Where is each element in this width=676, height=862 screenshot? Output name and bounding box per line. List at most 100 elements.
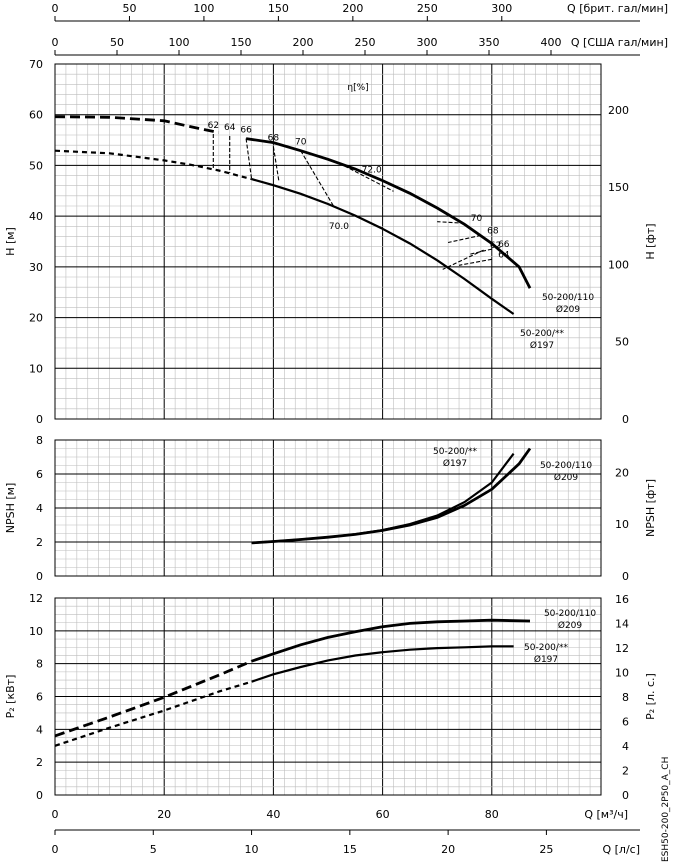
power-ytick-right: 4: [622, 740, 629, 753]
power-ytick-right: 2: [622, 765, 629, 778]
npsh-ytick-right: 0: [622, 570, 629, 583]
head-ytick-left: 10: [29, 362, 43, 375]
power-ytick-right: 14: [615, 618, 629, 631]
panel-frames: [54, 20, 640, 831]
top-axis-1-tick: 150: [230, 36, 251, 49]
power-curve-dashed-0: [54, 659, 253, 738]
top-axis-0-tick: 300: [491, 2, 512, 15]
head-ytick-left: 20: [29, 312, 43, 325]
bottom-axis-ls-label: Q [л/с]: [602, 843, 640, 856]
power-ylabel-left: P₂ [кВт]: [4, 675, 17, 719]
top-axis-0-tick: 250: [417, 2, 438, 15]
top-axis-0-tick: 150: [268, 2, 289, 15]
chart-code: ESH50-200_2P50_A_CH: [661, 757, 671, 862]
bottom-axis-m3h-tick: 0: [52, 808, 59, 821]
head-ytick-left: 30: [29, 261, 43, 274]
power-series-label-1: Ø197: [534, 654, 558, 665]
head-series-label-0: Ø209: [556, 304, 581, 315]
npsh-ytick-left: 8: [36, 434, 43, 447]
bottom-axis-ls-tick: 15: [343, 843, 357, 856]
power-ytick-right: 12: [615, 642, 629, 655]
npsh-curve-1: [251, 452, 515, 544]
head-series-label-0: 50-200/110: [542, 293, 594, 303]
efficiency-label-64: 64: [224, 123, 236, 133]
npsh-ytick-left: 0: [36, 570, 43, 583]
efficiency-label: η[%]: [347, 83, 368, 93]
bottom-axis-ls-tick: 5: [150, 843, 157, 856]
power-series-label-0: 50-200/110: [544, 609, 596, 619]
head-frame: [54, 63, 602, 420]
efficiency-label-right-62: 62: [490, 241, 501, 251]
head-ytick-left: 50: [29, 159, 43, 172]
head-ylabel-right: H [фт]: [644, 223, 657, 259]
power-ytick-right: 10: [615, 667, 629, 680]
top-axis-1-tick: 300: [416, 36, 437, 49]
head-ytick-left: 0: [36, 413, 43, 426]
efficiency-label-right-64: 64: [498, 250, 510, 260]
efficiency-label-70-left: 70.0: [329, 222, 349, 232]
head-ytick-right: 100: [608, 258, 629, 271]
efficiency-label-70: 70: [295, 138, 307, 148]
head-ytick-left: 60: [29, 109, 43, 122]
head-series-label-1: Ø197: [530, 340, 554, 351]
head-ytick-left: 40: [29, 210, 43, 223]
head-ytick-right: 150: [608, 181, 629, 194]
efficiency-contour-right: [442, 249, 484, 270]
top-axis-0-tick: 0: [52, 2, 59, 15]
efficiency-contour-right: [437, 221, 465, 224]
head-curve-1: [251, 178, 515, 315]
head-ytick-left: 70: [29, 58, 43, 71]
head-ytick-right: 0: [622, 413, 629, 426]
efficiency-contour-right: [447, 234, 482, 244]
efficiency-label-68: 68: [268, 134, 280, 144]
head-curve-dashed-0: [54, 115, 220, 134]
bottom-axis-ls-tick: 25: [539, 843, 553, 856]
grid-layer: [54, 63, 602, 796]
power-ytick-left: 4: [36, 723, 43, 736]
tick-labels: 0102030405060700501001502000246801020024…: [29, 2, 629, 856]
power-ytick-left: 2: [36, 756, 43, 769]
top-axis-0-tick: 200: [342, 2, 363, 15]
npsh-series-label-0: Ø209: [554, 472, 579, 483]
bottom-axis-m3h-tick: 60: [376, 808, 390, 821]
power-ytick-right: 0: [622, 789, 629, 802]
head-curve-dashed-1: [54, 149, 252, 181]
npsh-ytick-right: 10: [615, 518, 629, 531]
power-frame: [54, 597, 602, 796]
power-ytick-right: 16: [615, 593, 629, 606]
top-axis-1-tick: 50: [110, 36, 124, 49]
bottom-axis-ls-tick: 10: [245, 843, 259, 856]
head-ylabel-left: H [м]: [4, 227, 17, 256]
power-ylabel-right: P₂ [л. с.]: [644, 673, 657, 720]
efficiency-contour-right: [458, 258, 492, 266]
head-ytick-right: 50: [615, 336, 629, 349]
power-ytick-left: 0: [36, 789, 43, 802]
efficiency-contour-right: [469, 248, 492, 255]
npsh-ylabel-left: NPSH [м]: [4, 483, 17, 534]
top-axis-1-tick: 250: [354, 36, 375, 49]
efficiency-label-right-68: 68: [487, 226, 499, 236]
npsh-ytick-left: 6: [36, 468, 43, 481]
bottom-axis-ls-tick: 20: [441, 843, 455, 856]
power-curve-1: [251, 645, 514, 683]
npsh-frame: [54, 439, 602, 577]
power-curve-dashed-1: [54, 680, 252, 747]
power-ytick-left: 6: [36, 691, 43, 704]
bottom-axis-ls-tick: 0: [52, 843, 59, 856]
top-axis-0-tick: 50: [122, 2, 136, 15]
top-axis-1-tick: 200: [292, 36, 313, 49]
efficiency-label-72: 72.0: [362, 166, 382, 176]
head-series-label-1: 50-200/**: [520, 329, 564, 339]
npsh-series-label-0: 50-200/110: [540, 461, 592, 471]
npsh-ytick-right: 20: [615, 466, 629, 479]
efficiency-label-62: 62: [208, 121, 219, 131]
efficiency-contour-left: [245, 138, 253, 180]
npsh-ytick-left: 4: [36, 502, 43, 515]
npsh-ytick-left: 2: [36, 536, 43, 549]
power-ytick-right: 6: [622, 716, 629, 729]
head-ytick-right: 200: [608, 104, 629, 117]
power-ytick-left: 10: [29, 625, 43, 638]
bottom-axis-m3h-tick: 40: [266, 808, 280, 821]
efficiency-label-right-66: 66: [498, 240, 510, 250]
power-ytick-right: 8: [622, 691, 629, 704]
